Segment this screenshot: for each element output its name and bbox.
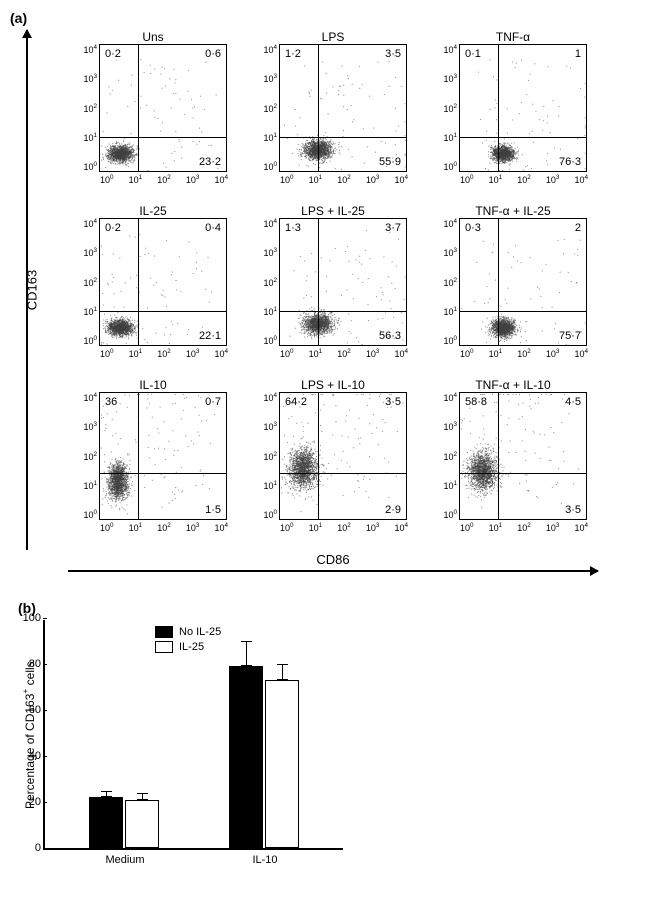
quadrant-lr: 76·3 [558, 156, 582, 168]
xaxis-label: CD86 [316, 552, 349, 567]
panel-a-label: (a) [10, 10, 27, 26]
scatter-plot: IL-10100101102103104360·71·5100101102103… [68, 378, 238, 550]
quadrant-ur: 3·5 [384, 396, 402, 408]
panel-b-chart: No IL-25IL-25 020406080100MediumIL-10 [43, 620, 343, 850]
quadrant-lr: 2·9 [384, 504, 402, 516]
panel-a-yaxis: CD163 [18, 30, 58, 550]
quadrant-lr: 23·2 [198, 156, 222, 168]
plot-title: TNF-α [496, 30, 530, 44]
scatter-plot: LPS + IL-251001011021031041·33·756·31001… [248, 204, 418, 376]
scatter-plot: LPS1001011021031041·23·555·9100101102103… [248, 30, 418, 202]
quadrant-ur: 0·4 [204, 222, 222, 234]
quadrant-ur: 4·5 [564, 396, 582, 408]
panel-b-area: Percentage of CD163+ cells No IL-25 IL-25… [18, 620, 398, 850]
quadrant-ul: 58·8 [464, 396, 488, 408]
panel-b-ylabel: Percentage of CD163+ cells [18, 620, 39, 850]
quadrant-lr: 55·9 [378, 156, 402, 168]
plot-title: IL-10 [139, 378, 166, 392]
plot-title: LPS + IL-25 [301, 204, 365, 218]
quadrant-ul: 0·2 [104, 48, 122, 60]
bar [229, 666, 263, 848]
panel-a-xaxis: CD86 [68, 552, 598, 582]
quadrant-ur: 0·6 [204, 48, 222, 60]
bar [89, 797, 123, 848]
panel-a-container: (a) CD163 CD86 Uns1001011021031040·20·62… [10, 10, 640, 582]
panel-b-legend: No IL-25 IL-25 [155, 626, 221, 656]
quadrant-ur: 0·7 [204, 396, 222, 408]
scatter-plot: TNF-α + IL-251001011021031040·3275·71001… [428, 204, 598, 376]
quadrant-lr: 22·1 [198, 330, 222, 342]
quadrant-ur: 3·7 [384, 222, 402, 234]
xaxis-arrow [68, 570, 598, 572]
plot-title: Uns [142, 30, 163, 44]
scatter-plot: TNF-α1001011021031040·1176·3100101102103… [428, 30, 598, 202]
quadrant-ul: 64·2 [284, 396, 308, 408]
plot-title: IL-25 [139, 204, 166, 218]
quadrant-lr: 75·7 [558, 330, 582, 342]
quadrant-lr: 56·3 [378, 330, 402, 342]
quadrant-ul: 0·2 [104, 222, 122, 234]
quadrant-ur: 3·5 [384, 48, 402, 60]
scatter-plot: LPS + IL-1010010110210310464·23·52·91001… [248, 378, 418, 550]
plot-title: TNF-α + IL-25 [475, 204, 550, 218]
scatter-plot: TNF-α + IL-1010010110210310458·84·53·510… [428, 378, 598, 550]
bar [125, 800, 159, 848]
bar-group-label: IL-10 [252, 854, 277, 866]
plot-title: LPS [322, 30, 345, 44]
quadrant-ul: 0·3 [464, 222, 482, 234]
quadrant-lr: 1·5 [204, 504, 222, 516]
quadrant-ur: 1 [574, 48, 582, 60]
figure: (a) CD163 CD86 Uns1001011021031040·20·62… [10, 10, 640, 850]
plot-title: TNF-α + IL-10 [475, 378, 550, 392]
yaxis-label: CD163 [25, 270, 40, 310]
panel-a-grid: CD163 CD86 Uns1001011021031040·20·623·21… [18, 30, 640, 582]
quadrant-ul: 0·1 [464, 48, 482, 60]
quadrant-ul: 36 [104, 396, 118, 408]
quadrant-ul: 1·3 [284, 222, 302, 234]
bar [265, 680, 299, 848]
panel-b-container: (b) Percentage of CD163+ cells No IL-25I… [18, 600, 398, 850]
quadrant-lr: 3·5 [564, 504, 582, 516]
legend-item: IL-25 [155, 641, 221, 653]
scatter-plot: IL-251001011021031040·20·422·11001011021… [68, 204, 238, 376]
legend-item: No IL-25 [155, 626, 221, 638]
plot-title: LPS + IL-10 [301, 378, 365, 392]
quadrant-ur: 2 [574, 222, 582, 234]
quadrant-ul: 1·2 [284, 48, 302, 60]
scatter-plot: Uns1001011021031040·20·623·2100101102103… [68, 30, 238, 202]
bar-group-label: Medium [105, 854, 144, 866]
